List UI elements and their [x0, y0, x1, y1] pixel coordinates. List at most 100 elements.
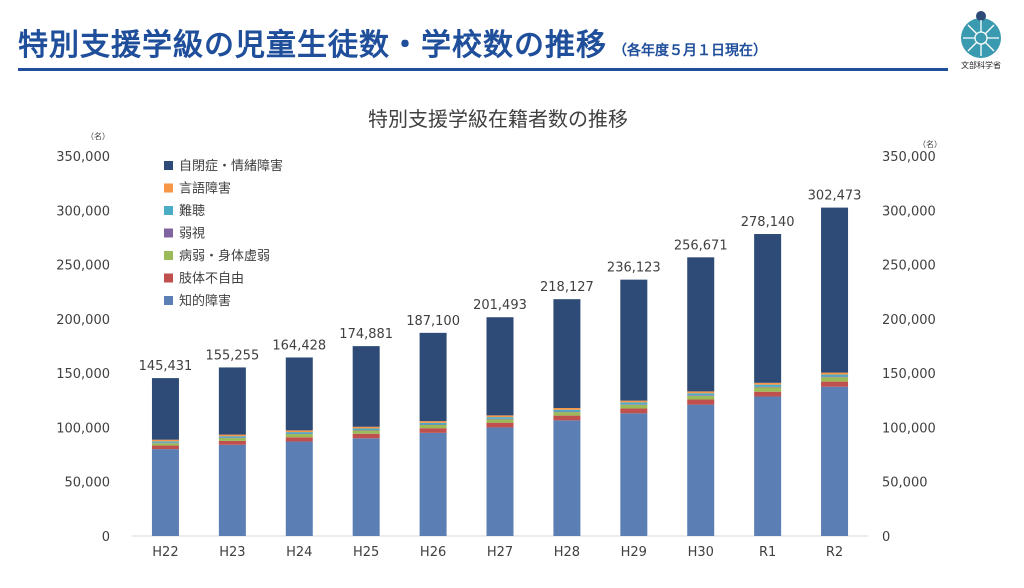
bar-segment: [754, 384, 782, 387]
bar-segment: [218, 438, 246, 441]
bar-segment: [553, 412, 581, 416]
legend-label: 言語障害: [179, 181, 231, 197]
y-tick-label-left: 250,000: [56, 259, 110, 274]
bar-segment: [553, 420, 581, 536]
bar-segment: [687, 395, 715, 396]
bar-segment: [352, 346, 380, 427]
bar-segment: [754, 234, 782, 383]
bar-segment: [486, 415, 514, 418]
bar-segment: [151, 439, 179, 442]
total-data-label: 164,428: [272, 338, 326, 353]
bar-segment: [821, 381, 849, 387]
bar-segment: [754, 386, 782, 388]
x-tick-label: H24: [286, 545, 312, 560]
page-subtitle: （各年度５月１日現在）: [613, 43, 767, 59]
y-tick-label-right: 0: [882, 530, 890, 545]
legend-swatch: [164, 228, 173, 238]
y-tick-label-left: 150,000: [56, 367, 110, 382]
bar-segment: [821, 386, 849, 536]
bar-segment: [620, 400, 648, 403]
legend-swatch: [164, 251, 173, 260]
bar-segment: [218, 440, 246, 445]
legend-label: 病弱・身体虚弱: [179, 248, 270, 264]
page-title-text: 特別支援学級の児童生徒数・学校数の推移: [18, 28, 607, 63]
bar-segment: [419, 421, 447, 423]
legend-label: 自閉症・情緒障害: [179, 158, 283, 174]
x-tick-label: H27: [487, 545, 513, 560]
legend-swatch: [164, 273, 173, 283]
bar-segment: [352, 433, 380, 439]
bar-segment: [486, 417, 514, 419]
total-data-label: 145,431: [139, 359, 193, 374]
bar-segment: [553, 409, 581, 412]
bar-segment: [486, 419, 514, 423]
y-tick-label-right: 50,000: [882, 476, 928, 491]
bar-segment: [285, 357, 313, 431]
bar-segment: [285, 437, 313, 442]
bar-segment: [419, 432, 447, 536]
x-tick-label: H28: [554, 545, 580, 560]
total-data-label: 218,127: [540, 280, 594, 295]
y-tick-label-right: 250,000: [882, 259, 936, 274]
bar-segment: [151, 378, 179, 440]
bar-segment: [151, 441, 179, 443]
x-tick-label: H22: [152, 545, 178, 560]
legend-label: 難聴: [179, 204, 205, 219]
y-tick-label-left: 50,000: [65, 476, 111, 491]
bar-segment: [687, 391, 715, 394]
bar-segment: [486, 418, 514, 420]
bar-segment: [821, 374, 849, 377]
bar-segment: [285, 441, 313, 536]
bar-segment: [553, 415, 581, 421]
x-tick-label: H26: [420, 545, 446, 560]
bar-segment: [620, 408, 648, 414]
bar-segment: [218, 434, 246, 437]
bar-segment: [821, 207, 849, 373]
total-data-label: 302,473: [808, 189, 862, 204]
bar-segment: [754, 391, 782, 397]
legend-swatch: [164, 296, 173, 305]
y-tick-label-left: 0: [102, 530, 110, 545]
y-tick-label-right: 150,000: [882, 367, 936, 382]
bar-segment: [687, 399, 715, 405]
y-tick-label-right: 200,000: [882, 313, 936, 328]
bar-segment: [553, 407, 581, 410]
total-data-label: 236,123: [607, 261, 661, 276]
bar-segment: [218, 444, 246, 536]
y-tick-label-left: 200,000: [56, 313, 110, 328]
bar-segment: [218, 367, 246, 435]
ministry-logo: [961, 11, 1001, 58]
bar-segment: [285, 434, 313, 438]
bar-segment: [285, 430, 313, 433]
legend-label: 弱視: [179, 227, 205, 242]
bar-segment: [285, 432, 313, 434]
title-underline: [18, 68, 948, 71]
bar-segment: [687, 404, 715, 536]
legend-swatch: [164, 206, 173, 215]
bar-segment: [821, 377, 849, 382]
y-tick-label-left: 100,000: [56, 421, 110, 436]
bar-segment: [151, 443, 179, 446]
bar-segment: [352, 428, 380, 431]
x-tick-label: R2: [826, 545, 843, 560]
bar-segment: [620, 279, 648, 401]
bar-segment: [620, 404, 648, 405]
bar-segment: [620, 404, 648, 409]
total-data-label: 174,881: [339, 327, 393, 342]
bar-segment: [687, 257, 715, 392]
total-data-label: 201,493: [473, 298, 527, 313]
bar-segment: [821, 372, 849, 375]
bar-segment: [151, 445, 179, 450]
y-tick-label-right: 350,000: [882, 150, 936, 165]
right-axis-unit: （名）: [918, 139, 942, 149]
bar-segment: [620, 402, 648, 405]
bar-segment: [486, 422, 514, 428]
bar-segment: [218, 436, 246, 438]
y-tick-label-right: 300,000: [882, 204, 936, 219]
bar-segment: [486, 317, 514, 416]
bar-segment: [419, 424, 447, 429]
bar-segment: [352, 430, 380, 434]
y-tick-label-left: 350,000: [56, 150, 110, 165]
bar-segment: [754, 387, 782, 392]
